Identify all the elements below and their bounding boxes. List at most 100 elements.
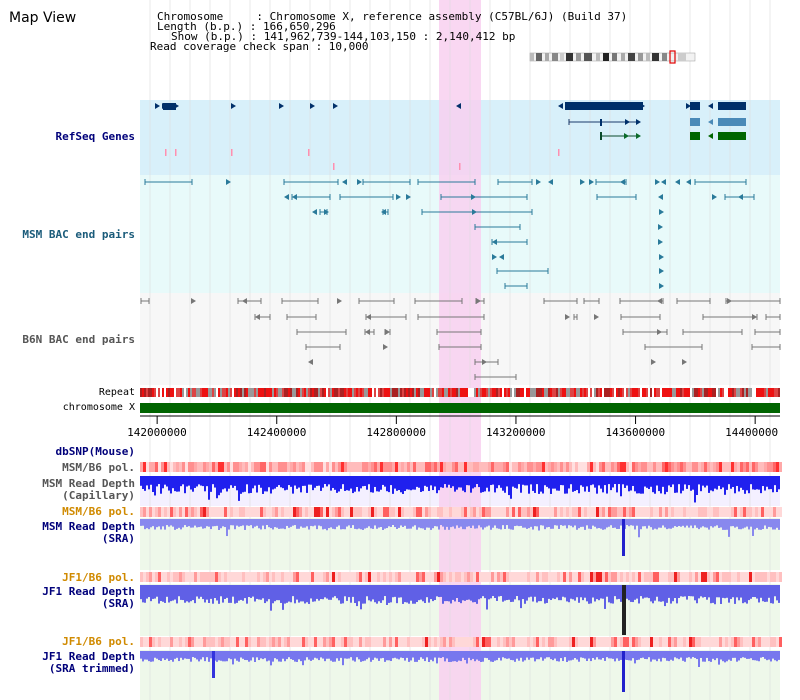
repeat-segment [350, 388, 352, 397]
jf1-b6-polymorphism-cell [518, 637, 521, 647]
msm-b6-polymorphism-cell [155, 507, 158, 517]
jf1-trim-depth-bar [150, 651, 152, 662]
msm-capillary-depth-bar [548, 476, 550, 489]
msm-b6-polymorphism-cell [578, 507, 581, 517]
jf1-b6-polymorphism-cell [530, 637, 533, 647]
msm-capillary-depth-bar [226, 476, 228, 492]
msm-capillary-depth-bar [140, 476, 142, 486]
jf1-b6-polymorphism-cell [599, 572, 602, 582]
jf1-sra-depth-bar [224, 585, 226, 599]
msm-capillary-depth-bar [382, 476, 384, 485]
jf1-trim-depth-bar [344, 651, 346, 659]
jf1-sra-depth-bar [322, 585, 324, 600]
msm-b6-polymorphism-cell [257, 462, 260, 472]
jf1-sra-depth-bar [754, 585, 756, 598]
msm-sra-depth-bar [658, 519, 660, 528]
repeat-segment [276, 388, 278, 397]
msm-capillary-depth-bar [148, 476, 150, 490]
msm-capillary-depth-bar [282, 476, 284, 489]
jf1-sra-depth-bar [314, 585, 316, 602]
jf1-sra-depth-bar [608, 585, 610, 603]
jf1-b6-polymorphism-cell [527, 572, 530, 582]
jf1-trim-depth-bar [644, 651, 646, 660]
refseq-genes-label[interactable]: RefSeq Genes [55, 130, 135, 143]
jf1-b6-polymorphism-cell [392, 572, 395, 582]
jf1-b6-polymorphism-cell [164, 637, 167, 647]
msm-capillary-depth-bar [624, 476, 626, 488]
jf1-b6-polymorphism-cell [347, 572, 350, 582]
jf1-sra-depth-bar [538, 585, 540, 602]
jf1-b6-polymorphism-cell [419, 572, 422, 582]
jf1-trim-depth-bar-spike [212, 651, 215, 678]
bac-end-marker [284, 194, 289, 200]
msm-sra-depth-bar [408, 519, 410, 529]
jf1-sra-depth-bar [216, 585, 218, 601]
jf1-b6-polymorphism-cell [725, 572, 728, 582]
refseq-exon [600, 132, 602, 140]
msm-sra-depth-bar [710, 519, 712, 527]
jf1-b6-polymorphism-cell [338, 637, 341, 647]
msm-capillary-depth-bar [318, 476, 320, 486]
repeat-segment [150, 388, 152, 397]
refseq-gene [690, 118, 700, 126]
msm-b6-polymorphism-cell [509, 462, 512, 472]
jf1-b6-polymorphism-cell [611, 572, 614, 582]
msm-sra-depth-bar [284, 519, 286, 530]
msm-capillary-depth-bar [632, 476, 634, 486]
jf1-sra-depth-bar [614, 585, 616, 597]
jf1-sra-depth-bar [432, 585, 434, 602]
msm-bac-label[interactable]: MSM BAC end pairs [22, 228, 135, 241]
msm-b6-polymorphism-cell [179, 507, 182, 517]
msm-b6-polymorphism-cell [233, 507, 236, 517]
msm-b6-polymorphism-cell [320, 462, 323, 472]
jf1-sra-depth-bar [262, 585, 264, 599]
jf1-trim-depth-bar [142, 651, 144, 662]
dbsnp-label[interactable]: dbSNP(Mouse) [55, 445, 135, 458]
msm-sra-depth-bar [574, 519, 576, 526]
jf1-b6-polymorphism-cell [410, 572, 413, 582]
jf1-b6-polymorphism-cell [692, 572, 695, 582]
jf1-trim-depth-bar [164, 651, 166, 661]
jf1-sra-depth-bar [546, 585, 548, 603]
repeat-segment [410, 388, 412, 397]
jf1-trim-depth-bar [378, 651, 380, 661]
msm-sra-depth-bar [262, 519, 264, 526]
msm-b6-polymorphism-cell [368, 462, 371, 472]
axis-tick-label: 142400000 [247, 426, 307, 439]
repeat-segment [272, 388, 274, 397]
jf1-b6-polymorphism-cell [338, 572, 341, 582]
msm-capillary-depth-bar [346, 476, 348, 491]
jf1-trim-depth-bar [518, 651, 520, 661]
msm-b6-polymorphism-cell [767, 507, 770, 517]
repeat-segment [720, 388, 722, 397]
jf1-b6-polymorphism-cell [470, 637, 473, 647]
jf1-trim-depth-bar [618, 651, 620, 661]
jf1-b6-polymorphism-cell [329, 572, 332, 582]
repeat-segment [758, 388, 760, 397]
jf1-sra-depth-bar [678, 585, 680, 598]
jf1-sra-depth-bar [444, 585, 446, 602]
jf1-sra-depth-bar [354, 585, 356, 604]
bac-end-marker [594, 314, 599, 320]
repeat-segment [416, 388, 418, 397]
msm-sra-depth-bar [352, 519, 354, 526]
b6n-bac-label[interactable]: B6N BAC end pairs [22, 333, 135, 346]
jf1-sra-depth-bar [142, 585, 144, 603]
msm-capillary-depth-bar [684, 476, 686, 485]
jf1-b6-polymorphism-cell [431, 637, 434, 647]
msm-sra-depth-bar [768, 519, 770, 527]
msm-capillary-depth-bar [440, 476, 442, 488]
msm-b6-polymorphism-cell [368, 507, 371, 517]
jf1-trim-depth-bar [656, 651, 658, 662]
msm-capillary-depth-bar [770, 476, 772, 490]
jf1-sra-depth-bar [304, 585, 306, 604]
jf1-trim-depth-bar [400, 651, 402, 658]
repeat-segment [754, 388, 756, 397]
refseq-small-feature [175, 149, 177, 156]
jf1-trim-depth-bar [318, 651, 320, 661]
jf1-b6-polymorphism-cell [524, 637, 527, 647]
jf1-sra-depth-bar [716, 585, 718, 598]
repeat-segment [286, 388, 288, 397]
jf1-trim-depth-bar [732, 651, 734, 658]
